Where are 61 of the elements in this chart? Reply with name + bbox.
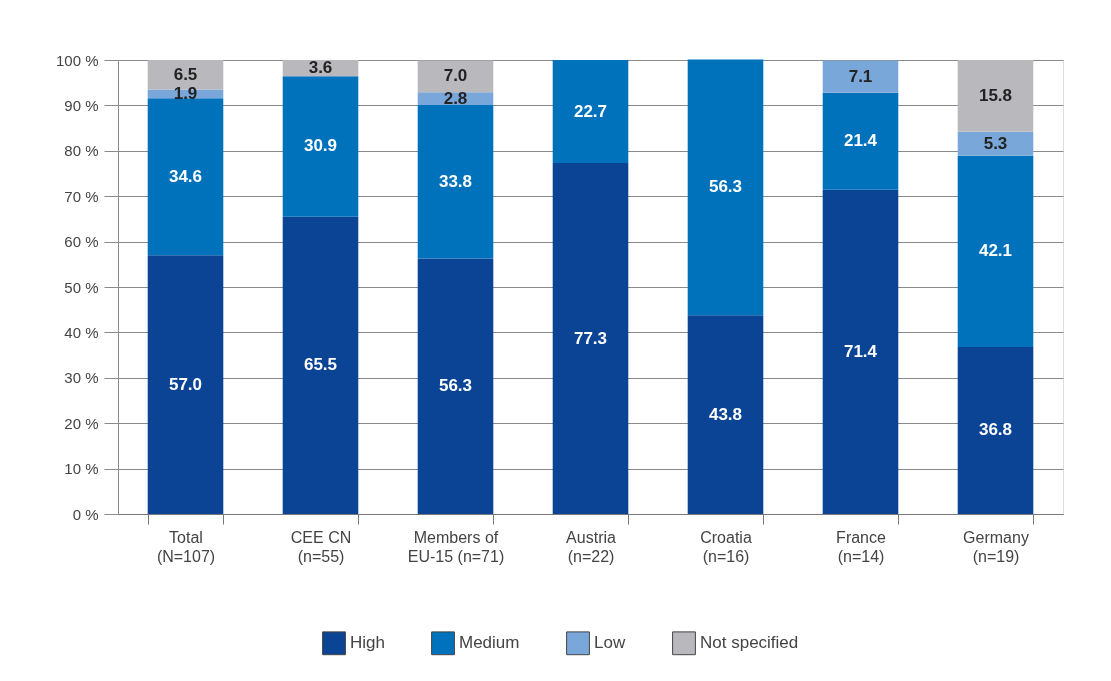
bar <box>417 104 494 259</box>
data-label: 34.6 <box>168 166 203 186</box>
y-tick-label: 0 % <box>72 505 99 523</box>
data-label: 1.9 <box>173 83 198 103</box>
bar <box>957 346 1034 514</box>
data-label: 65.5 <box>303 355 338 375</box>
y-tick-label: 30 % <box>64 369 99 387</box>
bar <box>822 60 899 93</box>
bar <box>687 315 764 514</box>
y-tick-label: 80 % <box>64 142 99 160</box>
bar <box>417 60 494 93</box>
data-label: 5.3 <box>983 133 1008 153</box>
y-tick-label: 10 % <box>64 460 99 478</box>
y-tick-label: 60 % <box>64 233 99 251</box>
data-label: 77.3 <box>573 328 608 348</box>
bar <box>687 59 764 316</box>
data-label: 30.9 <box>303 136 338 156</box>
bar <box>282 216 359 514</box>
data-label: 57.0 <box>168 374 203 394</box>
legend-label: High <box>350 633 385 653</box>
data-label: 71.4 <box>843 341 878 361</box>
bar <box>282 76 359 217</box>
legend-label: Medium <box>459 633 520 653</box>
y-tick-label: 90 % <box>64 96 99 114</box>
x-tick-label: Croatia (n=16) <box>700 528 752 565</box>
legend-label: Low <box>594 633 626 653</box>
data-label: 21.4 <box>843 131 878 151</box>
data-label: 2.8 <box>443 88 468 108</box>
data-label: 7.1 <box>848 66 873 86</box>
bar <box>957 60 1034 132</box>
x-tick-label: Members of EU-15 (n=71) <box>407 528 505 565</box>
data-label: 6.5 <box>173 64 198 84</box>
y-tick-label: 50 % <box>64 278 99 296</box>
data-label: 3.6 <box>308 58 333 78</box>
y-tick-label: 40 % <box>64 323 99 341</box>
bar <box>822 92 899 190</box>
data-label: 33.8 <box>438 171 473 191</box>
bar <box>552 163 629 514</box>
bar <box>417 258 494 514</box>
y-tick-label: 70 % <box>64 187 99 205</box>
data-label: 56.3 <box>708 177 743 197</box>
x-tick-label: CEE CN (n=55) <box>290 528 352 565</box>
bar <box>957 155 1034 347</box>
data-label: 22.7 <box>573 101 608 121</box>
legend-label: Not specified <box>700 633 799 653</box>
data-label: 36.8 <box>978 420 1013 440</box>
x-tick-label: Germany (n=19) <box>963 528 1029 565</box>
data-label: 42.1 <box>978 241 1013 261</box>
bar <box>147 98 224 256</box>
x-tick-label: Austria (n=22) <box>566 528 616 565</box>
data-label: 15.8 <box>978 85 1013 105</box>
data-label: 7.0 <box>443 66 468 86</box>
x-tick-label: France (n=14) <box>836 528 886 565</box>
x-tick-label: Total (N=107) <box>156 528 216 565</box>
y-tick-label: 20 % <box>64 414 99 432</box>
data-label: 56.3 <box>438 376 473 396</box>
bar <box>552 60 629 164</box>
bar <box>822 189 899 514</box>
bar <box>147 255 224 514</box>
y-tick-label: 100 % <box>55 51 99 69</box>
data-label: 43.8 <box>708 404 743 424</box>
